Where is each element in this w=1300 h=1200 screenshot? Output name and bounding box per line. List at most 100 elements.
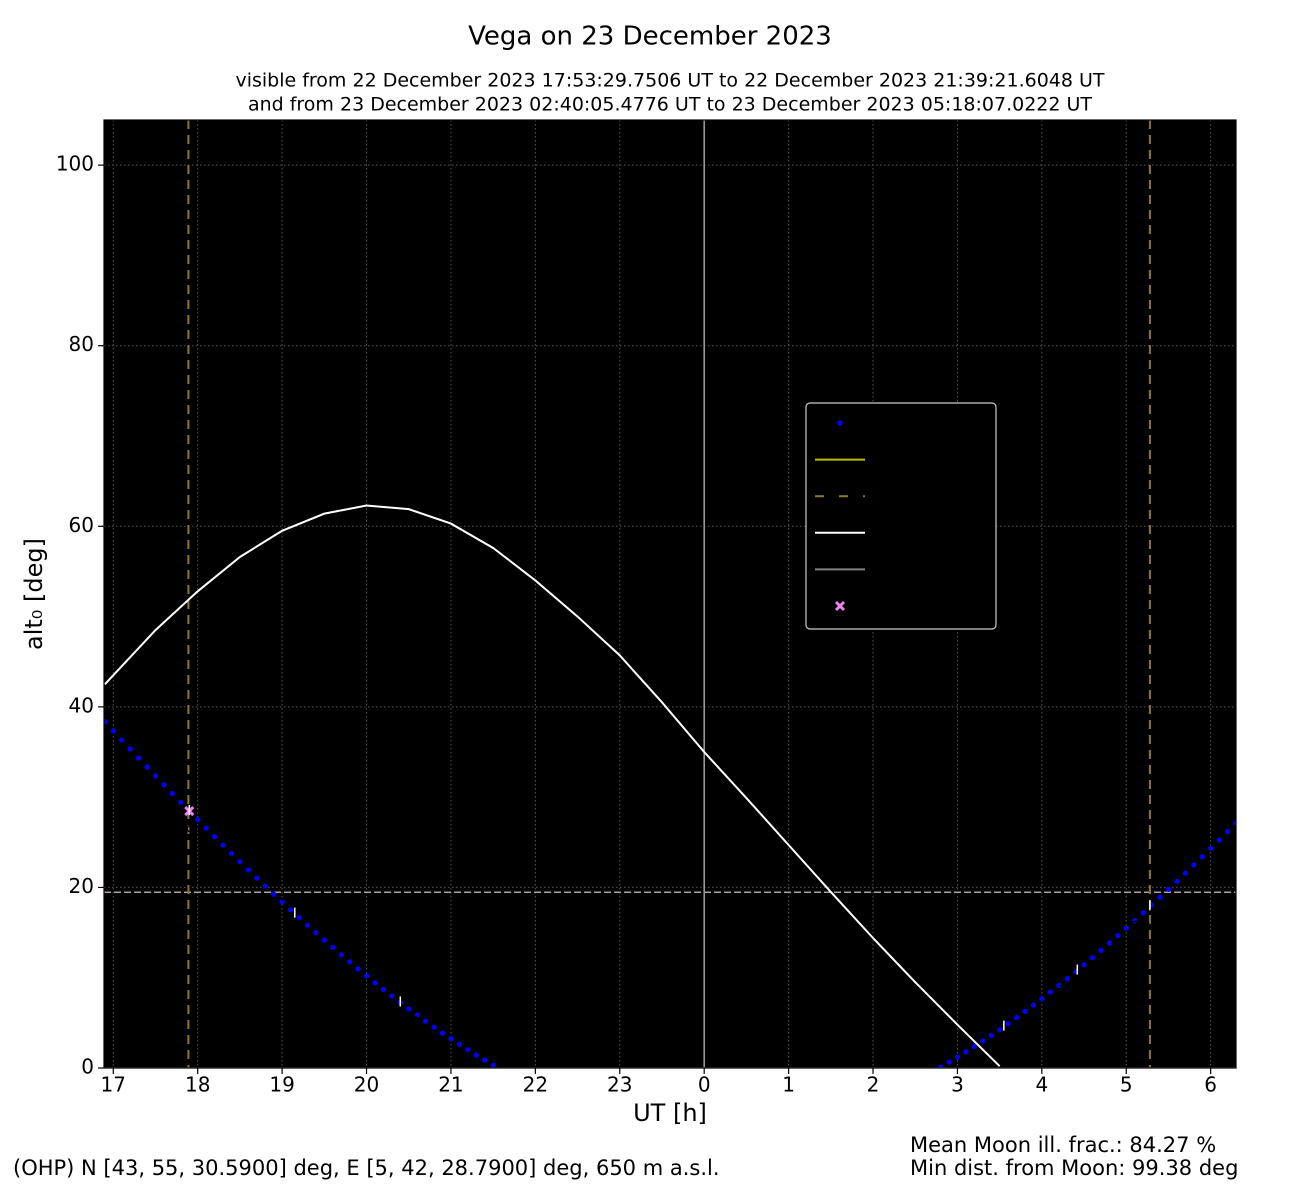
vega-point: [203, 825, 209, 831]
vega-point: [321, 937, 327, 943]
vega-point: [237, 859, 243, 865]
x-tick-label: 3: [951, 1073, 964, 1097]
legend-label: min dist: [886, 593, 979, 619]
vega-point: [372, 980, 378, 986]
vega-point: [144, 764, 150, 770]
vega-point: [380, 986, 387, 992]
plot-area: [104, 120, 1236, 1068]
chart-subtitle: and from 23 December 2023 02:40:05.4776 …: [248, 94, 1092, 116]
x-tick-label: 23: [607, 1073, 632, 1097]
annotation-label: 102°: [1131, 917, 1170, 936]
vega-point: [110, 728, 116, 734]
vega-point: [1191, 862, 1197, 868]
vega-point: [178, 799, 184, 805]
vega-point: [195, 817, 201, 823]
chart-title: Vega on 23 December 2023: [468, 22, 832, 52]
vega-point: [1098, 947, 1104, 953]
vega-point: [152, 773, 159, 779]
vega-point: [1056, 982, 1062, 989]
y-tick-label: 60: [69, 513, 94, 537]
vega-point: [1123, 925, 1129, 931]
vega-point: [1182, 870, 1188, 876]
x-tick-label: 6: [1204, 1073, 1217, 1097]
legend-label: horizon: [886, 556, 971, 582]
vega-point: [1199, 854, 1205, 860]
annotation-label: 99°: [175, 822, 203, 841]
vega-point: [279, 899, 285, 905]
vega-point: [1224, 829, 1231, 835]
vega-point: [1013, 1015, 1020, 1021]
vega-point: [980, 1038, 986, 1044]
plot-background: [104, 120, 1236, 1068]
x-tick-label: 5: [1120, 1073, 1133, 1097]
vega-point: [296, 914, 302, 921]
vega-point: [473, 1052, 479, 1058]
vega-point: [220, 842, 226, 848]
annotation-label: 100°: [381, 1013, 420, 1032]
legend-label: Sun: [886, 446, 930, 472]
vega-point: [482, 1057, 488, 1063]
vega-point: [1106, 940, 1112, 946]
legend-label: Moon: [886, 519, 949, 545]
vega-point: [456, 1041, 462, 1047]
vega-point: [1030, 1002, 1037, 1008]
vega-point: [271, 891, 277, 897]
vega-point: [431, 1024, 437, 1030]
vega-point: [287, 907, 294, 913]
vega-point: [304, 922, 311, 928]
airmass-label: X = 3: [127, 908, 184, 932]
vega-point: [363, 973, 370, 979]
vega-point: [439, 1030, 446, 1036]
vega-point: [490, 1062, 496, 1068]
y-tick-label: 80: [69, 332, 94, 356]
vega-point: [338, 952, 344, 958]
vega-point: [414, 1012, 420, 1018]
vega-point: [161, 782, 167, 788]
vega-point: [254, 875, 260, 881]
vega-point: [1081, 962, 1087, 968]
vega-point: [1140, 910, 1146, 916]
x-axis-label: UT [h]: [633, 1099, 707, 1127]
legend-label: Vega: [886, 410, 943, 436]
legend: Vega Sun twilight Moon horizon min dist: [805, 402, 997, 630]
footer-moon-fraction: Mean Moon ill. frac.: 84.27 %: [910, 1133, 1216, 1157]
vega-point: [330, 944, 336, 950]
vega-point: [136, 755, 142, 761]
vega-point: [946, 1059, 952, 1065]
x-tick-label: 4: [1035, 1073, 1048, 1097]
vega-point: [347, 959, 353, 965]
vega-point: [262, 883, 268, 889]
vega-point: [389, 993, 395, 999]
annotation-label: 100°: [276, 924, 315, 943]
chart-subtitle: visible from 22 December 2023 17:53:29.7…: [235, 70, 1104, 92]
vega-point: [1165, 886, 1172, 892]
vega-point: [1005, 1021, 1011, 1027]
annotation-label: 101°: [1058, 981, 1097, 1000]
plot-frame: [103, 119, 1237, 1069]
vega-point: [355, 966, 361, 972]
vega-point: [1132, 917, 1138, 924]
x-tick-label: 1: [782, 1073, 795, 1097]
annotation-label: 101°: [985, 1037, 1024, 1056]
vega-point: [245, 867, 251, 873]
vega-point: [119, 737, 125, 743]
vega-point: [169, 791, 175, 797]
vega-point: [1064, 976, 1070, 982]
x-tick-label: 2: [867, 1073, 880, 1097]
x-tick-label: 19: [269, 1073, 294, 1097]
vega-point: [988, 1032, 994, 1039]
vega-point: [1174, 878, 1180, 884]
footer-location: (OHP) N [43, 55, 30.5900] deg, E [5, 42,…: [13, 1156, 720, 1180]
vega-point: [1039, 996, 1045, 1002]
vega-point: [423, 1018, 429, 1024]
legend-label: twilight: [886, 483, 971, 509]
x-tick-label: 21: [438, 1073, 463, 1097]
vega-point: [1216, 837, 1222, 843]
vega-point: [465, 1047, 471, 1053]
vega-point: [1208, 845, 1214, 852]
vega-point: [1047, 989, 1053, 995]
x-tick-label: 20: [354, 1073, 379, 1097]
vega-point: [313, 930, 319, 936]
vega-point: [228, 850, 235, 856]
y-tick-label: 40: [69, 693, 94, 717]
